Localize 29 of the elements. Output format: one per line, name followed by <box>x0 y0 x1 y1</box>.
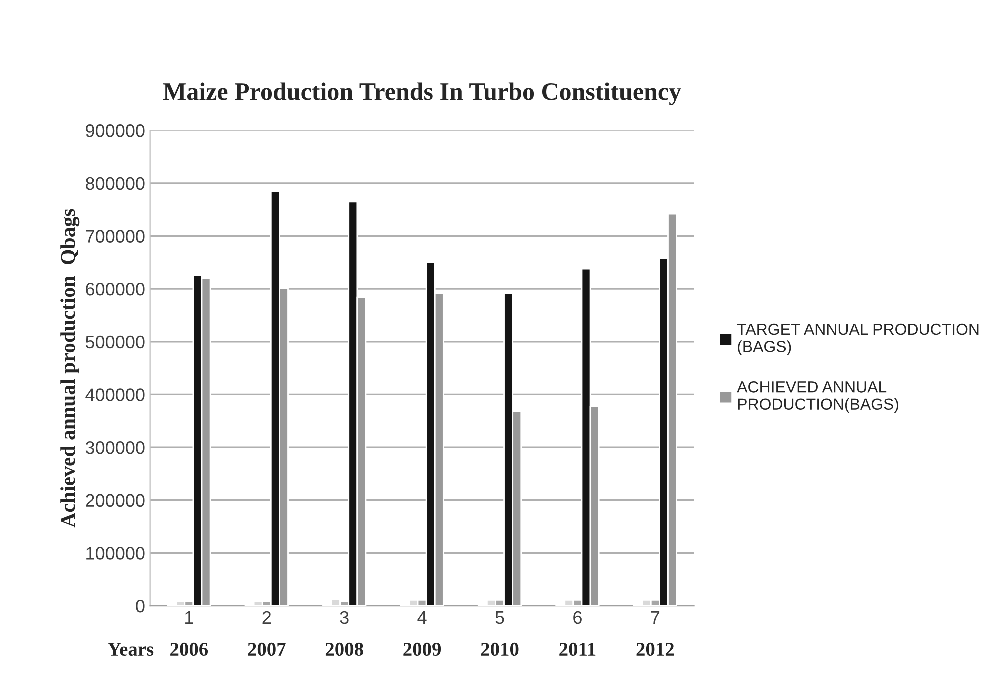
y-tick-label: 500000 <box>86 336 145 349</box>
text: 2010 <box>481 642 519 656</box>
x-tick-label: 6 <box>574 611 582 624</box>
x-tick-label: 5 <box>496 612 504 624</box>
x-tick-label: 4 <box>418 612 427 624</box>
y-tick-label: 100000 <box>86 547 145 560</box>
y-tick-label: 600000 <box>86 283 145 296</box>
y-tick-label: 400000 <box>86 388 145 402</box>
y-tick-label: 800000 <box>86 177 145 190</box>
legend-label: ACHIEVED ANNUAL PRODUCTION(BAGS) <box>737 382 898 414</box>
text: 2012 <box>636 642 674 656</box>
y-tick-label: 900000 <box>86 124 145 138</box>
text: 2011 <box>560 642 596 656</box>
y-tick-label: 300000 <box>86 441 145 454</box>
x-tick-label: 2 <box>262 611 272 624</box>
text: Years <box>108 643 154 656</box>
x-tick-label: 7 <box>651 612 660 624</box>
x-tick-label: 3 <box>340 611 349 624</box>
y-tick-label: 0 <box>136 600 145 613</box>
text: 2008 <box>326 642 364 656</box>
y-axis-title: Achieved annual production Qbags <box>60 209 80 528</box>
text: 2006 <box>170 642 208 656</box>
legend-label: TARGET ANNUAL PRODUCTION (BAGS) <box>737 324 979 356</box>
chart-title: Maize Production Trends In Turbo Constituency <box>164 82 682 106</box>
y-tick-label: 700000 <box>86 230 145 243</box>
x-tick-label: 1 <box>186 612 194 624</box>
text: 2007 <box>248 642 286 656</box>
text: 2009 <box>404 642 442 656</box>
y-tick-label: 200000 <box>86 494 145 508</box>
